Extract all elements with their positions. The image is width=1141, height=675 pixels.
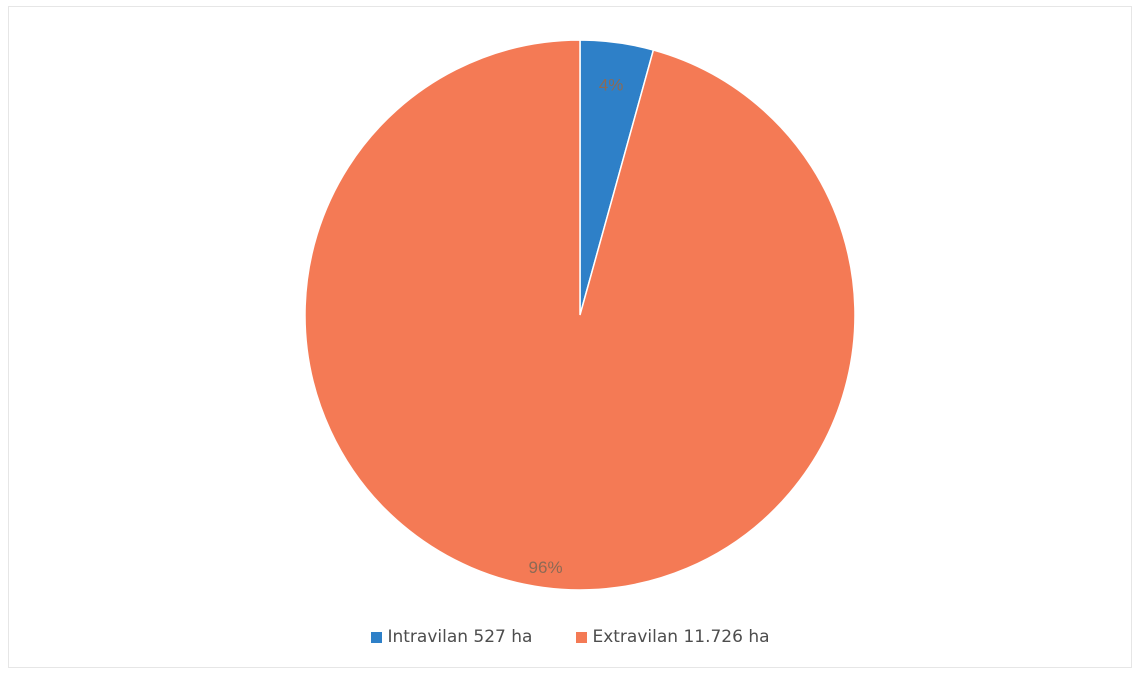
legend-item-intravilan: Intravilan 527 ha bbox=[371, 627, 532, 647]
legend-item-extravilan: Extravilan 11.726 ha bbox=[576, 627, 770, 647]
legend-swatch-extravilan bbox=[576, 631, 588, 643]
legend: Intravilan 527 ha Extravilan 11.726 ha bbox=[0, 627, 1141, 647]
legend-label-extravilan: Extravilan 11.726 ha bbox=[592, 627, 770, 647]
pie-slice-extravilan bbox=[304, 39, 856, 591]
legend-swatch-intravilan bbox=[371, 631, 383, 643]
legend-label-intravilan: Intravilan 527 ha bbox=[387, 627, 533, 647]
data-label-intravilan: 4% bbox=[599, 76, 624, 95]
data-label-extravilan: 96% bbox=[529, 558, 563, 577]
